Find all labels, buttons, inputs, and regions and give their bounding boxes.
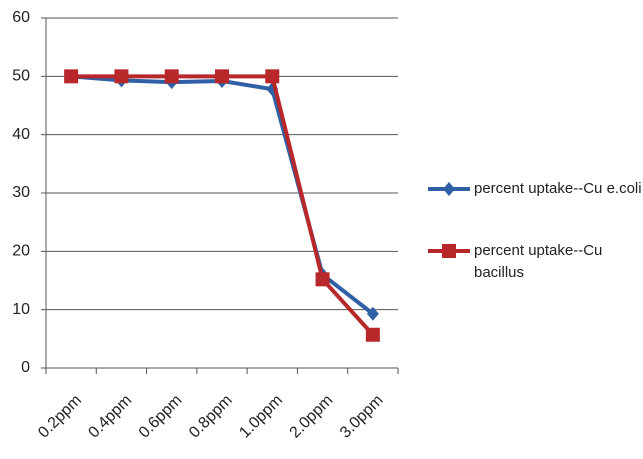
x-tick-label: 1.0ppm <box>236 392 286 442</box>
x-tick-label: 0.2ppm <box>35 392 85 442</box>
y-tick-label: 60 <box>12 9 30 26</box>
line <box>71 74 375 337</box>
marker <box>442 244 456 258</box>
marker <box>265 69 280 84</box>
x-tick-label: 0.6ppm <box>136 392 186 442</box>
marker <box>365 327 380 342</box>
y-tick-label: 10 <box>12 301 30 318</box>
marker <box>315 272 330 287</box>
x-tick-label: 0.4ppm <box>85 392 135 442</box>
legend-label: percent uptake--Cu e.coli <box>474 180 642 197</box>
y-tick-label: 30 <box>12 184 30 201</box>
marker <box>114 69 129 84</box>
marker <box>443 182 455 196</box>
y-tick-label: 50 <box>12 68 30 85</box>
x-tick-label: 0.8ppm <box>186 392 236 442</box>
y-tick-label: 40 <box>12 126 30 143</box>
marker <box>215 69 229 84</box>
marker <box>366 306 379 321</box>
y-tick-label: 0 <box>21 359 30 376</box>
marker <box>64 69 79 84</box>
marker <box>164 69 179 84</box>
legend-label: percent uptake--Cu bacillus <box>474 242 603 281</box>
x-tick-label: 3.0ppm <box>337 392 387 442</box>
x-tick-label: 2.0ppm <box>287 392 337 442</box>
y-tick-label: 20 <box>12 243 30 260</box>
